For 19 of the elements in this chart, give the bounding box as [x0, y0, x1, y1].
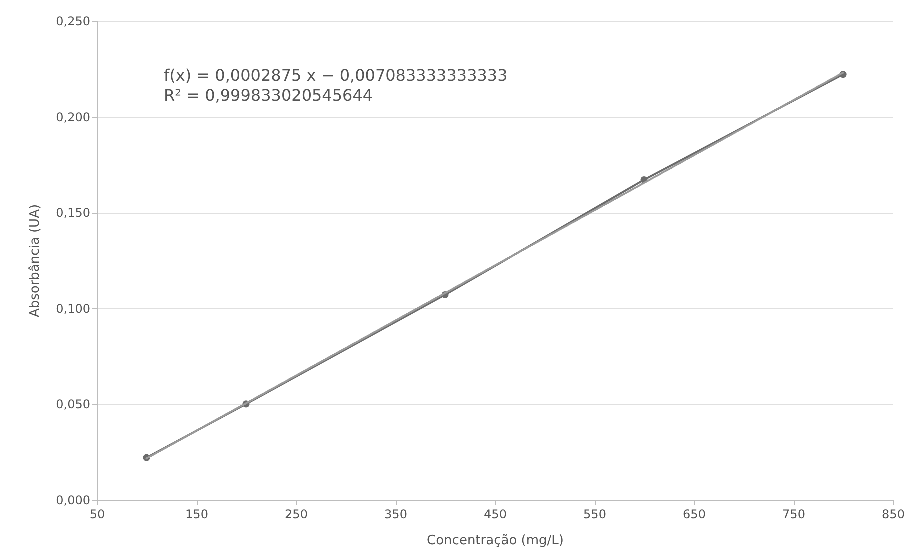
x-tick-label: 250	[285, 508, 308, 522]
x-tick-label: 550	[584, 508, 606, 522]
x-tick-label: 350	[384, 508, 408, 522]
y-tick-label: 0,250	[56, 14, 90, 28]
x-tick-label: 850	[882, 508, 905, 522]
y-axis-title: Absorbância (UA)	[28, 204, 44, 318]
y-tick-label: 0,100	[56, 302, 90, 316]
x-tick-label: 50	[90, 508, 106, 522]
y-tick-label: 0,000	[56, 494, 90, 508]
x-tick-label: 450	[484, 508, 507, 522]
y-tick-label: 0,050	[56, 398, 90, 412]
x-tick-label: 150	[186, 508, 208, 522]
x-axis-title: Concentração (mg/L)	[427, 534, 564, 548]
annotation: R² = 0,999833020545644	[164, 86, 374, 105]
x-tick-label: 650	[683, 508, 706, 522]
x-tick-label: 750	[782, 508, 806, 522]
annotation: f(x) = 0,0002875 x − 0,007083333333333	[164, 66, 508, 85]
y-tick-label: 0,150	[56, 206, 90, 220]
y-tick-label: 0,200	[56, 110, 90, 124]
